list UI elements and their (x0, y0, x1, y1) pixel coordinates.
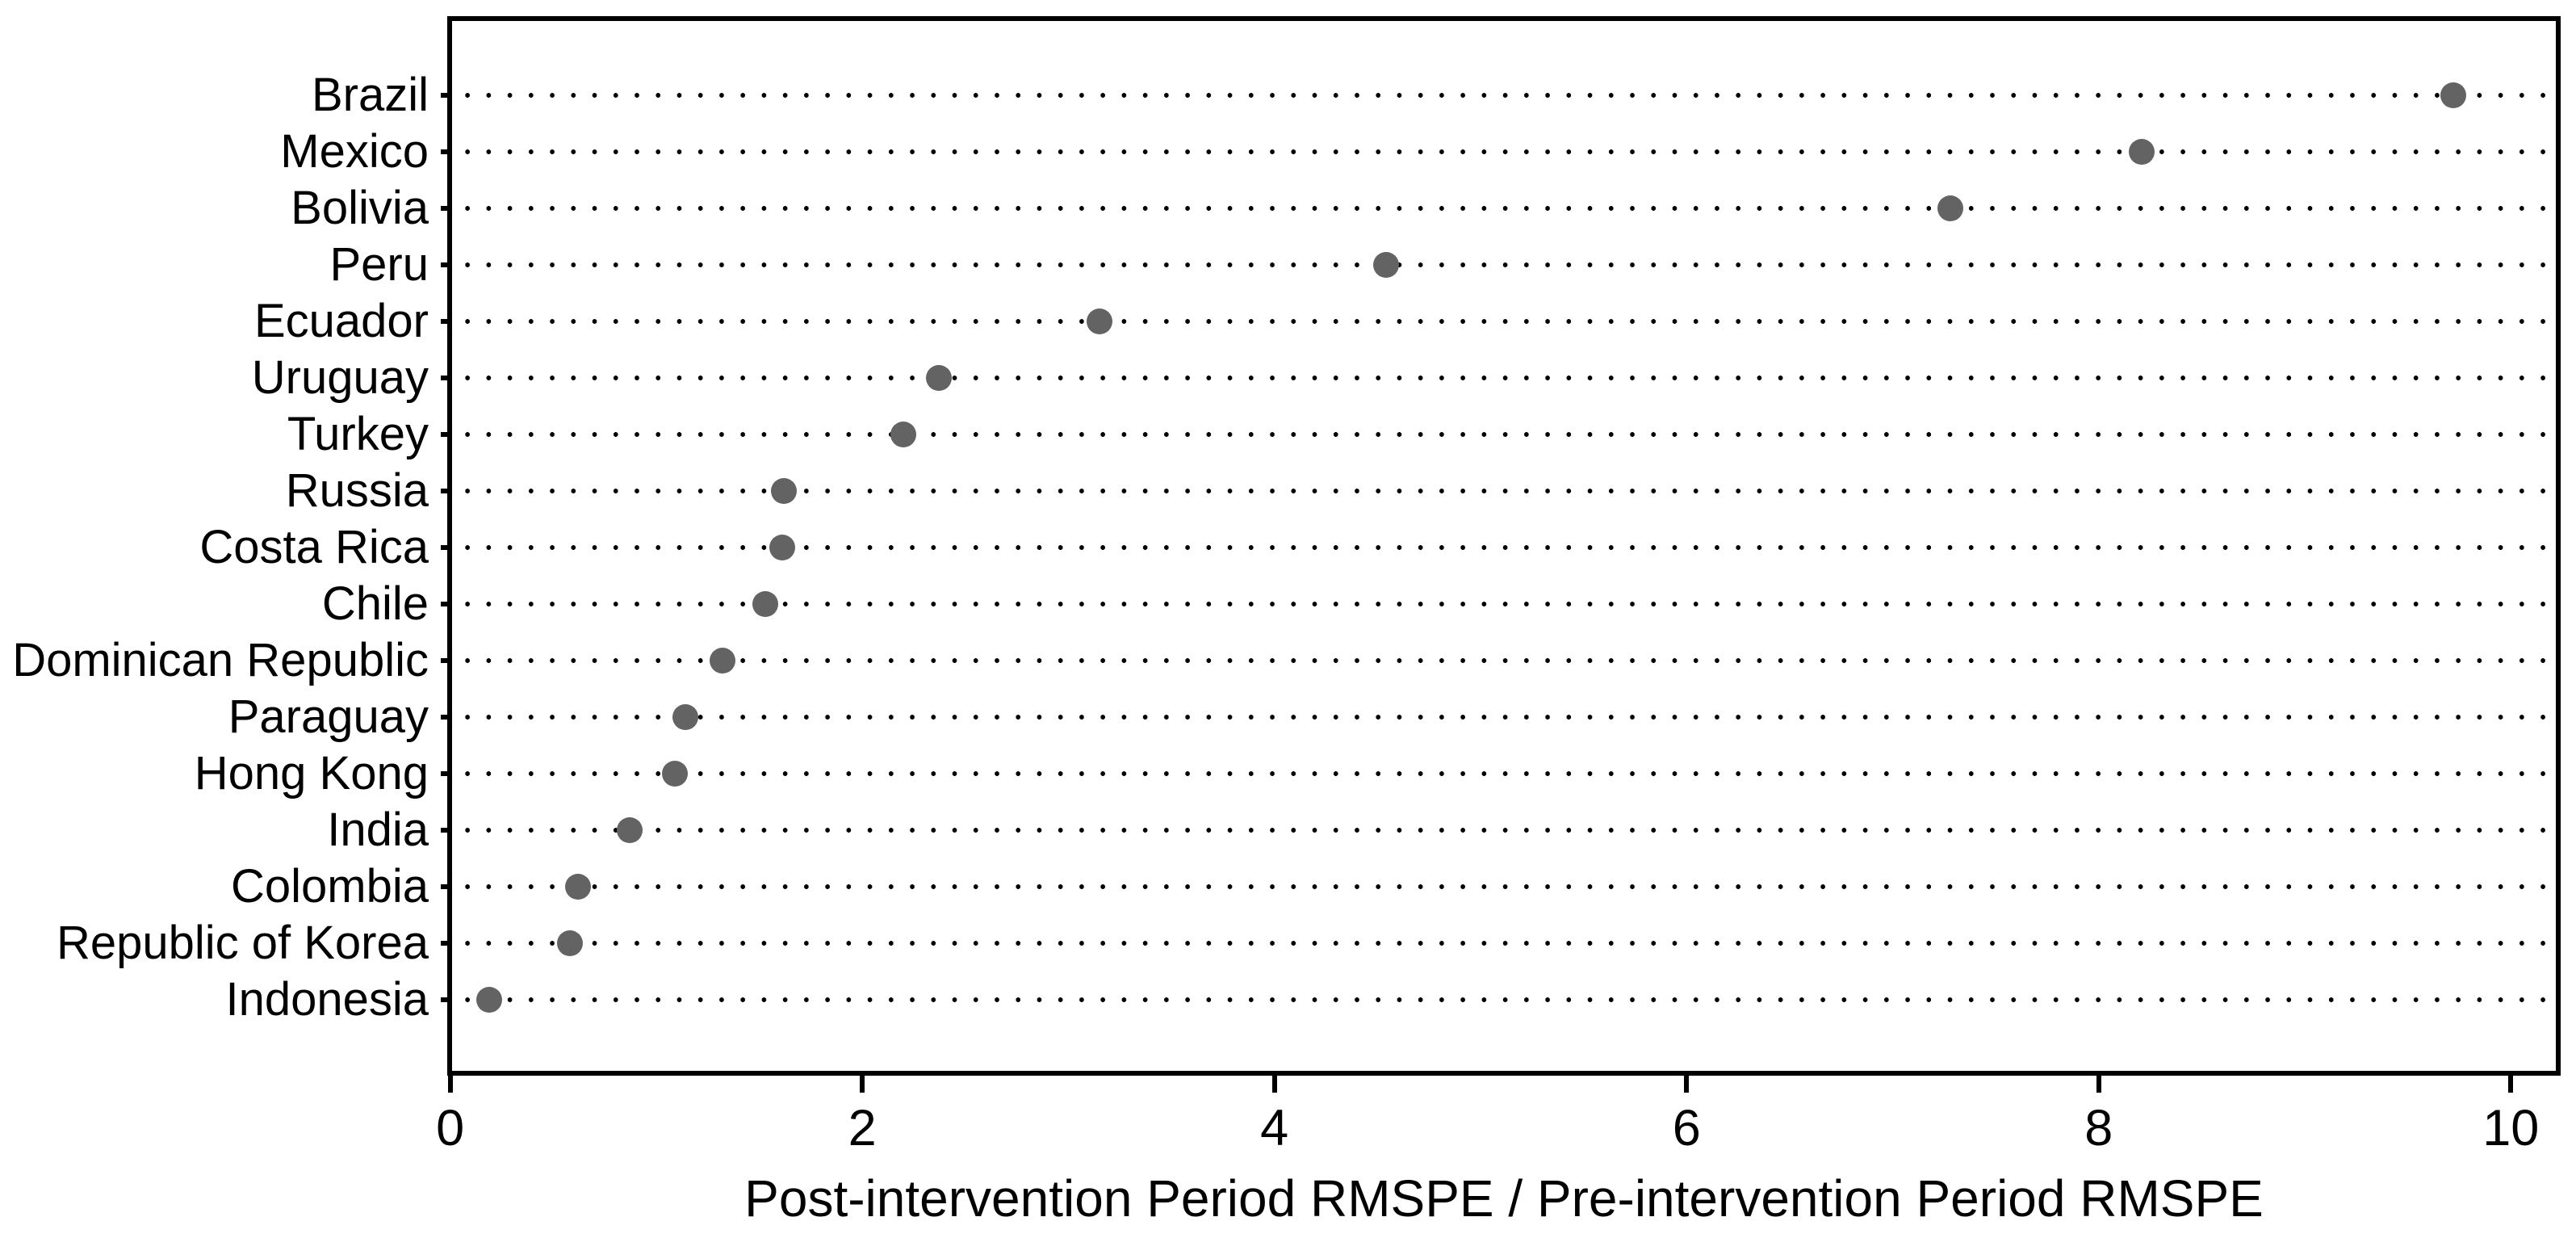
data-point-marker-colombia (564, 874, 591, 900)
leader-line-chile (457, 602, 2551, 607)
y-axis-tick-indonesia (441, 997, 448, 1003)
leader-line-uruguay (457, 375, 2551, 380)
x-tick-label-4: 4 (1260, 1100, 1289, 1156)
x-tick-label-6: 6 (1672, 1100, 1701, 1156)
x-tick-6 (1684, 1074, 1690, 1093)
data-point-marker-india (616, 817, 643, 844)
y-axis-tick-russia (441, 488, 448, 493)
category-label-colombia: Colombia (231, 860, 429, 913)
y-axis-tick-colombia (441, 884, 448, 890)
category-label-brazil: Brazil (311, 68, 429, 121)
leader-line-mexico (457, 149, 2551, 154)
category-label-paraguay: Paraguay (228, 690, 429, 744)
category-label-peru: Peru (329, 237, 429, 291)
y-axis-tick-republic-of-korea (441, 941, 448, 946)
x-tick-label-0: 0 (436, 1100, 465, 1156)
category-label-costa-rica: Costa Rica (199, 520, 429, 573)
y-axis-tick-brazil (441, 92, 448, 98)
x-tick-label-8: 8 (2084, 1100, 2113, 1156)
leader-line-republic-of-korea (457, 941, 2551, 946)
y-axis-tick-mexico (441, 149, 448, 154)
y-axis-tick-dominican-republic (441, 658, 448, 664)
y-axis-tick-hong-kong (441, 771, 448, 777)
category-label-turkey: Turkey (287, 407, 429, 460)
leader-line-ecuador (457, 318, 2551, 324)
x-tick-0 (447, 1074, 453, 1093)
y-axis-tick-turkey (441, 431, 448, 437)
leader-line-russia (457, 488, 2551, 493)
category-label-uruguay: Uruguay (251, 350, 429, 404)
category-label-ecuador: Ecuador (253, 294, 429, 347)
leader-line-dominican-republic (457, 658, 2551, 664)
leader-line-brazil (457, 92, 2551, 98)
data-point-marker-peru (1372, 251, 1399, 278)
data-point-marker-uruguay (925, 364, 952, 391)
data-point-marker-hong-kong (661, 761, 688, 787)
leader-line-india (457, 828, 2551, 833)
category-label-bolivia: Bolivia (291, 181, 429, 234)
data-point-marker-republic-of-korea (556, 930, 583, 957)
y-axis-tick-ecuador (441, 318, 448, 324)
y-axis-tick-uruguay (441, 375, 448, 380)
category-label-russia: Russia (285, 464, 429, 517)
x-tick-2 (860, 1074, 865, 1093)
x-tick-10 (2508, 1074, 2514, 1093)
leader-line-paraguay (457, 715, 2551, 720)
y-axis-tick-bolivia (441, 205, 448, 211)
x-axis-title: Post-intervention Period RMSPE / Pre-int… (744, 1169, 2264, 1228)
data-point-marker-bolivia (1937, 195, 1963, 221)
category-label-mexico: Mexico (280, 124, 429, 178)
leader-line-colombia (457, 884, 2551, 890)
x-tick-label-2: 2 (848, 1100, 877, 1156)
leader-line-turkey (457, 431, 2551, 437)
data-point-marker-indonesia (476, 987, 503, 1013)
category-label-india: India (327, 804, 429, 857)
y-axis-tick-india (441, 828, 448, 833)
data-point-marker-russia (771, 477, 798, 504)
y-axis-tick-chile (441, 602, 448, 607)
category-label-republic-of-korea: Republic of Korea (56, 917, 429, 970)
category-label-dominican-republic: Dominican Republic (12, 634, 429, 687)
category-label-chile: Chile (321, 577, 429, 631)
y-axis-tick-costa-rica (441, 544, 448, 550)
category-label-indonesia: Indonesia (225, 973, 429, 1026)
data-point-marker-turkey (890, 421, 917, 447)
leader-line-indonesia (457, 997, 2551, 1003)
leader-line-hong-kong (457, 771, 2551, 777)
leader-line-costa-rica (457, 544, 2551, 550)
data-point-marker-brazil (2440, 82, 2466, 108)
x-tick-4 (1271, 1074, 1277, 1093)
data-point-marker-costa-rica (769, 534, 795, 560)
y-axis-tick-paraguay (441, 715, 448, 720)
category-label-hong-kong: Hong Kong (194, 747, 429, 800)
data-point-marker-chile (752, 591, 779, 618)
x-tick-label-10: 10 (2482, 1100, 2540, 1156)
x-tick-8 (2096, 1074, 2101, 1093)
y-axis-tick-peru (441, 262, 448, 267)
leader-line-peru (457, 262, 2551, 267)
data-point-marker-paraguay (672, 704, 698, 731)
data-point-marker-mexico (2129, 138, 2155, 165)
data-point-marker-ecuador (1086, 308, 1112, 334)
leader-line-bolivia (457, 205, 2551, 211)
data-point-marker-dominican-republic (709, 648, 735, 674)
